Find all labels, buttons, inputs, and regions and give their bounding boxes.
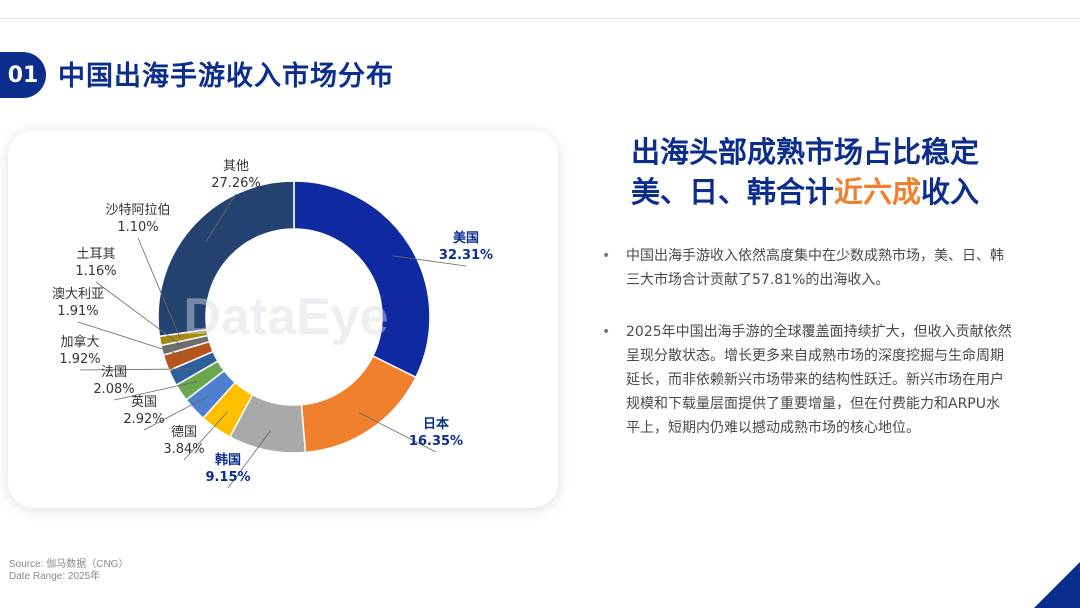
slice-label-6: 加拿大 1.92% [40, 334, 120, 368]
slice-label-name: 美国 [452, 231, 479, 246]
slice-label-name: 法国 [100, 365, 127, 380]
slice-label-5: 法国 2.08% [74, 364, 154, 398]
corner-decoration [1034, 562, 1080, 608]
top-divider [0, 18, 1080, 19]
leader-line-0 [392, 255, 467, 267]
slice-label-name: 土耳其 [76, 247, 116, 262]
leader-line-5 [113, 381, 198, 401]
slice-label-4: 英国 2.92% [104, 394, 184, 428]
slice-label-0: 美国 32.31% [426, 230, 506, 264]
slice-label-name: 德国 [170, 425, 197, 440]
page-title: 中国出海手游收入市场分布 [58, 61, 394, 92]
slice-label-10: 其他 27.26% [196, 158, 276, 192]
slice-label-value: 2.08% [93, 382, 135, 397]
headline-prefix: 美、日、韩合计 [630, 175, 834, 209]
bullet-item-2: • 2025年中国出海手游的全球覆盖面持续扩大，但收入贡献依然呈现分散状态。增长… [602, 320, 1012, 440]
slice-label-2: 韩国 9.15% [188, 452, 268, 486]
slice-label-value: 9.15% [205, 470, 251, 485]
slice-label-3: 德国 3.84% [144, 424, 224, 458]
slice-label-name: 韩国 [214, 453, 241, 468]
bullet-dot: • [602, 324, 611, 340]
leader-line-6 [79, 368, 191, 371]
leader-line-7 [77, 321, 185, 357]
slice-label-name: 加拿大 [60, 335, 100, 350]
bullet-text-2: 2025年中国出海手游的全球覆盖面持续扩大，但收入贡献依然呈现分散状态。增长更多… [626, 324, 1012, 436]
leader-line-1 [359, 412, 437, 453]
bullet-dot: • [602, 248, 611, 264]
slice-label-value: 1.10% [117, 220, 159, 235]
slice-label-name: 英国 [130, 395, 157, 410]
leader-line-3 [183, 411, 228, 461]
slice-label-name: 澳大利亚 [51, 287, 104, 302]
headline: 出海头部成熟市场占比稳定 美、日、韩合计近六成收入 [600, 132, 1010, 212]
section-number-badge: 01 [0, 52, 46, 98]
slice-label-7: 澳大利亚 1.91% [38, 286, 118, 320]
slice-label-name: 沙特阿拉伯 [105, 203, 171, 218]
slice-label-value: 32.31% [438, 248, 494, 263]
slice-label-value: 1.16% [75, 264, 117, 279]
watermark: DataEye [183, 288, 388, 346]
leader-line-10 [206, 193, 237, 242]
slice-label-1: 日本 16.35% [396, 416, 476, 450]
slice-label-value: 3.84% [163, 442, 205, 457]
slice-label-name: 日本 [422, 417, 449, 432]
leader-line-4 [143, 395, 210, 431]
slice-label-value: 16.35% [408, 434, 464, 449]
slice-label-name: 其他 [222, 159, 249, 174]
chart-card: DataEye 美国 32.31% 日本 16.35% 韩国 9.15% 德国 3.84% 英国… [8, 130, 558, 508]
donut-slice-10 [157, 180, 295, 338]
donut-slice-0 [293, 180, 431, 379]
slice-label-value: 1.92% [59, 352, 101, 367]
source-line: Source: 伽马数据（CNG） [9, 559, 129, 570]
slice-label-9: 沙特阿拉伯 1.10% [98, 202, 178, 236]
headline-line-1: 出海头部成熟市场占比稳定 [630, 135, 979, 169]
headline-accent: 近六成 [833, 175, 921, 209]
slice-label-value: 27.26% [211, 176, 261, 191]
headline-line-2: 美、日、韩合计近六成收入 [600, 172, 1010, 212]
slice-label-value: 2.92% [123, 412, 165, 427]
bullet-item-1: • 中国出海手游收入依然高度集中在少数成熟市场，美、日、韩三大市场合计贡献了57… [602, 244, 1012, 292]
headline-suffix: 收入 [921, 175, 980, 209]
leader-line-9 [137, 237, 181, 338]
leader-line-8 [95, 281, 182, 346]
donut-chart: DataEye [77, 180, 467, 489]
bullet-text-1: 中国出海手游收入依然高度集中在少数成熟市场，美、日、韩三大市场合计贡献了57.8… [626, 248, 1004, 288]
source-note: Source: 伽马数据（CNG） Date Range: 2025年 [9, 559, 128, 583]
leader-line-2 [227, 430, 271, 489]
slice-label-8: 土耳其 1.16% [56, 246, 136, 280]
slice-label-value: 1.91% [57, 304, 99, 319]
date-range-line: Date Range: 2025年 [9, 571, 101, 582]
